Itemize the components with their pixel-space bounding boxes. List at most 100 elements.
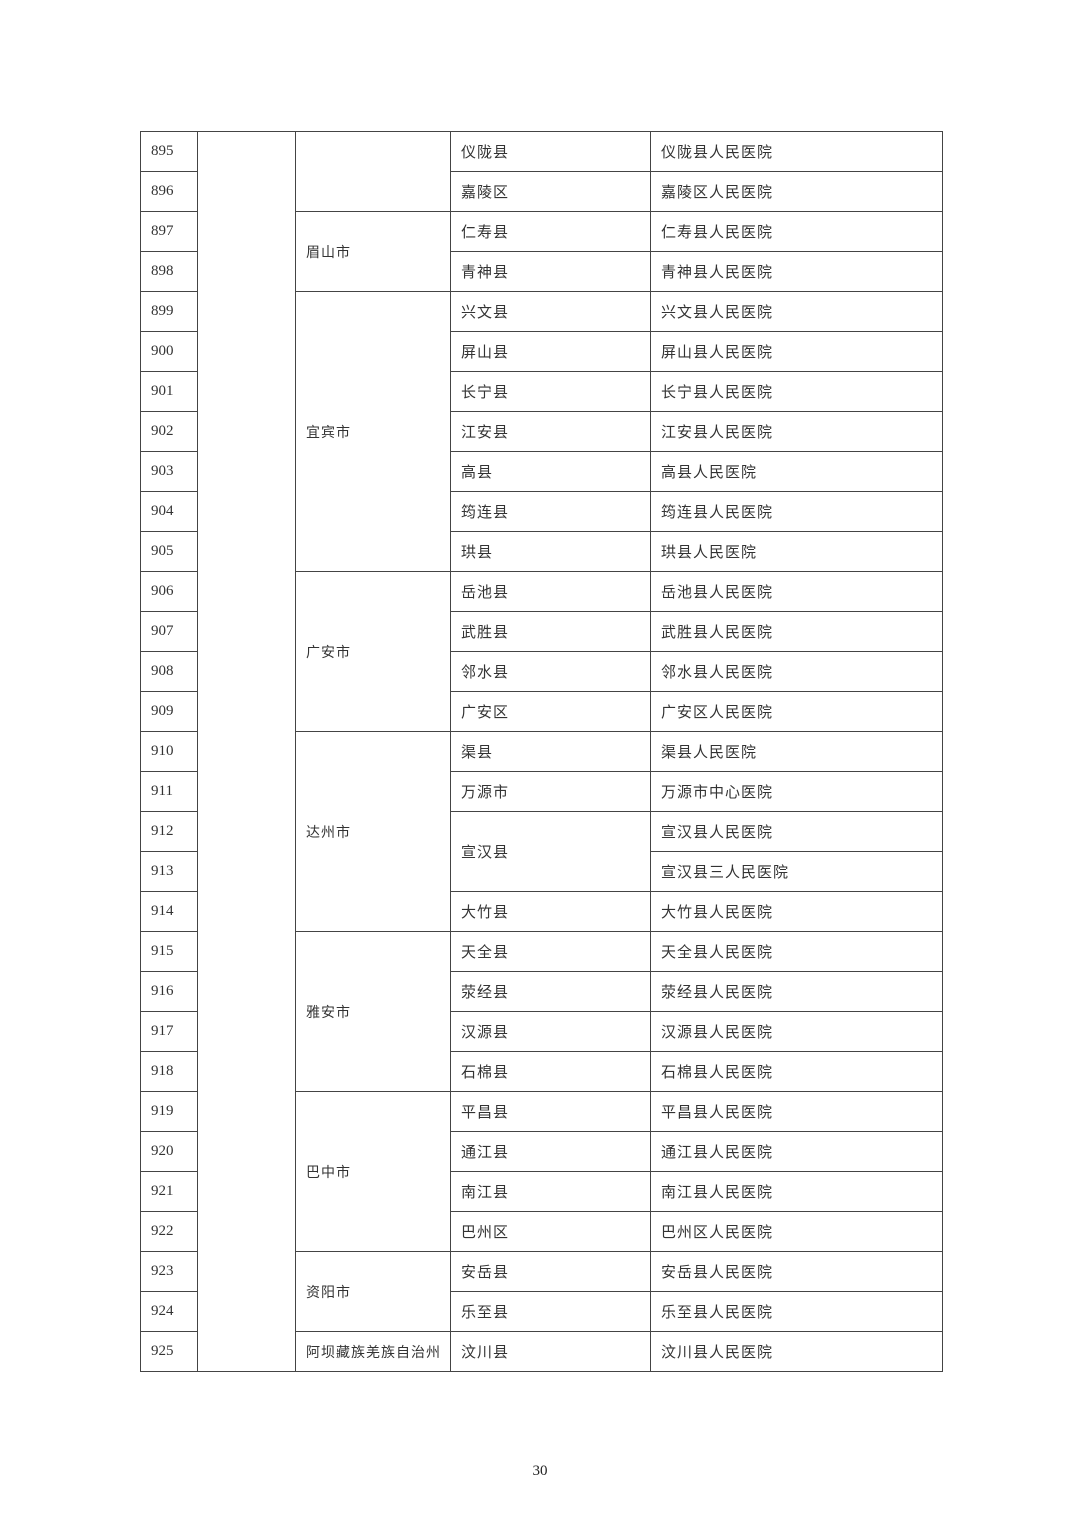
county-cell: 仪陇县	[450, 131, 651, 172]
hospital-cell: 青神县人民医院	[650, 251, 943, 292]
hospital-cell: 渠县人民医院	[650, 731, 943, 772]
county-cell: 大竹县	[450, 891, 651, 932]
row-number-cell: 898	[140, 251, 198, 292]
city-cell: 宜宾市	[295, 291, 451, 572]
hospital-cell: 宣汉县人民医院	[650, 811, 943, 852]
hospital-cell: 嘉陵区人民医院	[650, 171, 943, 212]
county-cell: 嘉陵区	[450, 171, 651, 212]
county-cell: 筠连县	[450, 491, 651, 532]
hospital-cell: 巴州区人民医院	[650, 1211, 943, 1252]
table-row: 900 屏山县 屏山县人民医院	[140, 331, 943, 372]
county-cell: 青神县	[450, 251, 651, 292]
county-cell: 长宁县	[450, 371, 651, 412]
table-row: 904 筠连县 筠连县人民医院	[140, 491, 943, 532]
row-number-cell: 910	[140, 731, 198, 772]
hospital-cell: 武胜县人民医院	[650, 611, 943, 652]
county-cell: 巴州区	[450, 1211, 651, 1252]
city-cell: 阿坝藏族羌族自治州	[295, 1331, 451, 1372]
row-number-cell: 895	[140, 131, 198, 172]
table-row: 922 巴州区 巴州区人民医院	[140, 1211, 943, 1252]
hospital-cell: 平昌县人民医院	[650, 1091, 943, 1132]
row-number-cell: 911	[140, 771, 198, 812]
table-row: 925 阿坝藏族羌族自治州 汶川县 汶川县人民医院	[140, 1331, 943, 1372]
row-number-cell: 908	[140, 651, 198, 692]
hospital-cell: 江安县人民医院	[650, 411, 943, 452]
hospital-cell: 仪陇县人民医院	[650, 131, 943, 172]
county-cell: 万源市	[450, 771, 651, 812]
hospital-cell: 岳池县人民医院	[650, 571, 943, 612]
county-cell: 渠县	[450, 731, 651, 772]
county-cell: 天全县	[450, 931, 651, 972]
table-row: 913 宣汉县三人民医院	[140, 851, 943, 892]
hospital-cell: 汶川县人民医院	[650, 1331, 943, 1372]
table-row: 907 武胜县 武胜县人民医院	[140, 611, 943, 652]
hospital-cell: 乐至县人民医院	[650, 1291, 943, 1332]
hospital-table: 895 仪陇县 仪陇县人民医院 896 嘉陵区 嘉陵区人民医院 897 眉山市 仁寿县 仁寿县人民…	[140, 131, 943, 1372]
row-number-cell: 924	[140, 1291, 198, 1332]
county-cell: 兴文县	[450, 291, 651, 332]
table-row: 905 珙县 珙县人民医院	[140, 531, 943, 572]
city-cell: 雅安市	[295, 931, 451, 1092]
county-cell: 屏山县	[450, 331, 651, 372]
row-number-cell: 899	[140, 291, 198, 332]
hospital-cell: 长宁县人民医院	[650, 371, 943, 412]
city-cell: 达州市	[295, 731, 451, 932]
county-cell: 汉源县	[450, 1011, 651, 1052]
row-number-cell: 919	[140, 1091, 198, 1132]
hospital-cell: 汉源县人民医院	[650, 1011, 943, 1052]
row-number-cell: 905	[140, 531, 198, 572]
city-cell	[295, 131, 451, 212]
table-row: 916 荥经县 荥经县人民医院	[140, 971, 943, 1012]
row-number-cell: 906	[140, 571, 198, 612]
county-cell: 安岳县	[450, 1251, 651, 1292]
table-row: 921 南江县 南江县人民医院	[140, 1171, 943, 1212]
city-cell: 广安市	[295, 571, 451, 732]
hospital-cell: 广安区人民医院	[650, 691, 943, 732]
hospital-cell: 通江县人民医院	[650, 1131, 943, 1172]
row-number-cell: 902	[140, 411, 198, 452]
row-number-cell: 907	[140, 611, 198, 652]
table-row: 924 乐至县 乐至县人民医院	[140, 1291, 943, 1332]
table-row: 897 眉山市 仁寿县 仁寿县人民医院	[140, 211, 943, 292]
hospital-cell: 万源市中心医院	[650, 771, 943, 812]
county-cell: 宣汉县	[450, 811, 651, 892]
row-number-cell: 904	[140, 491, 198, 532]
hospital-cell: 高县人民医院	[650, 451, 943, 492]
table-row: 920 通江县 通江县人民医院	[140, 1131, 943, 1172]
row-number-cell: 922	[140, 1211, 198, 1252]
county-cell: 南江县	[450, 1171, 651, 1212]
county-cell: 平昌县	[450, 1091, 651, 1132]
row-number-cell: 912	[140, 811, 198, 852]
table-row: 909 广安区 广安区人民医院	[140, 691, 943, 732]
county-cell: 岳池县	[450, 571, 651, 612]
table-row: 895 仪陇县 仪陇县人民医院	[140, 131, 943, 1372]
county-cell: 石棉县	[450, 1051, 651, 1092]
county-cell: 汶川县	[450, 1331, 651, 1372]
hospital-cell: 宣汉县三人民医院	[650, 851, 943, 892]
table-row: 902 江安县 江安县人民医院	[140, 411, 943, 452]
county-cell: 珙县	[450, 531, 651, 572]
row-number-cell: 918	[140, 1051, 198, 1092]
hospital-cell: 荥经县人民医院	[650, 971, 943, 1012]
table-row: 910 达州市 渠县 渠县人民医院	[140, 731, 943, 932]
hospital-cell: 石棉县人民医院	[650, 1051, 943, 1092]
county-cell: 仁寿县	[450, 211, 651, 252]
row-number-cell: 925	[140, 1331, 198, 1372]
hospital-cell: 珙县人民医院	[650, 531, 943, 572]
row-number-cell: 896	[140, 171, 198, 212]
table-row: 901 长宁县 长宁县人民医院	[140, 371, 943, 412]
county-cell: 通江县	[450, 1131, 651, 1172]
table-row: 899 宜宾市 兴文县 兴文县人民医院	[140, 291, 943, 572]
hospital-cell: 天全县人民医院	[650, 931, 943, 972]
county-cell: 邻水县	[450, 651, 651, 692]
row-number-cell: 917	[140, 1011, 198, 1052]
hospital-cell: 筠连县人民医院	[650, 491, 943, 532]
hospital-cell: 安岳县人民医院	[650, 1251, 943, 1292]
table-body: 895 仪陇县 仪陇县人民医院 896 嘉陵区 嘉陵区人民医院 897 眉山市 仁寿县 仁寿县人民…	[140, 131, 943, 1372]
page-number: 30	[532, 1463, 548, 1479]
row-number-cell: 913	[140, 851, 198, 892]
row-number-cell: 923	[140, 1251, 198, 1292]
table-row: 919 巴中市 平昌县 平昌县人民医院	[140, 1091, 943, 1252]
row-number-cell: 900	[140, 331, 198, 372]
table-row: 898 青神县 青神县人民医院	[140, 251, 943, 292]
